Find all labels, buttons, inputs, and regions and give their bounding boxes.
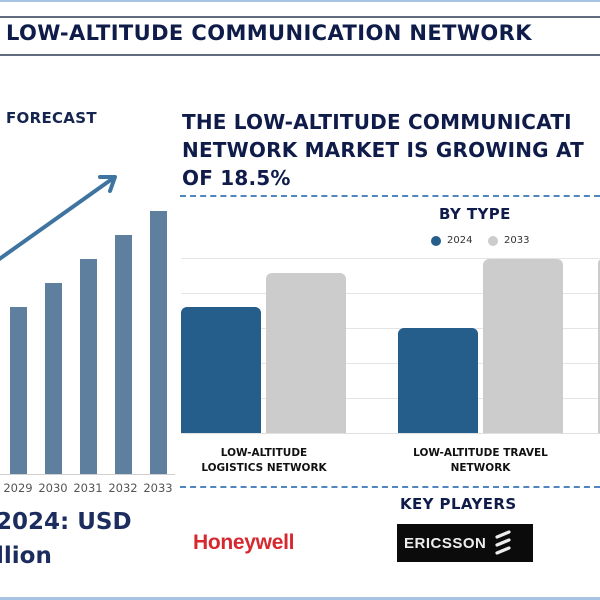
ericsson-logo: ERICSSON: [397, 524, 533, 562]
growth-arrow-icon: [0, 175, 117, 262]
title-band: [0, 16, 600, 56]
category-label-line: LOW-ALTITUDE: [220, 447, 308, 459]
ericsson-mark-icon: [495, 530, 511, 555]
gridline: [181, 398, 600, 399]
legend-label: 2033: [504, 235, 530, 246]
headline-line-1: THE LOW-ALTITUDE COMMUNICATI: [182, 110, 572, 134]
forecast-bar-2031: [80, 259, 97, 474]
section-divider: [180, 486, 600, 488]
headline-line-2: NETWORK MARKET IS GROWING AT: [182, 138, 584, 162]
bar-logistics-2024: [181, 307, 261, 433]
legend-item-2033: 2033: [488, 235, 529, 246]
gridline: [181, 363, 600, 364]
gridline: [181, 258, 600, 259]
by-type-title: BY TYPE: [439, 205, 511, 223]
forecast-year-label: 2031: [73, 481, 103, 495]
legend-item-2024: 2024: [431, 235, 472, 246]
forecast-label: FORECAST: [6, 109, 97, 127]
forecast-year-label: 2029: [3, 481, 33, 495]
category-label-line: NETWORK: [450, 462, 511, 474]
bar-logistics-2033: [266, 273, 346, 433]
category-label-travel: LOW-ALTITUDE TRAVEL NETWORK: [398, 446, 563, 476]
forecast-bar-2033: [150, 211, 167, 474]
category-label-logistics: LOW-ALTITUDE LOGISTICS NETWORK: [194, 446, 334, 476]
forecast-bar-2029: [10, 307, 27, 474]
gridline: [181, 293, 600, 294]
bar-travel-2033: [483, 259, 563, 433]
gridline: [181, 328, 600, 329]
honeywell-logo: Honeywell: [193, 531, 295, 554]
top-border: [0, 0, 600, 2]
market-size-line-1: 2024: USD: [0, 509, 132, 535]
bar-partial-offscreen: [598, 259, 600, 433]
category-label-line: LOGISTICS NETWORK: [201, 462, 327, 474]
forecast-bar-2032: [115, 235, 132, 474]
headline-line-3: OF 18.5%: [182, 166, 291, 190]
legend-dot-icon: [488, 235, 498, 246]
ericsson-wordmark: ERICSSON: [404, 534, 487, 552]
baseline: [181, 433, 600, 434]
key-players-title: KEY PLAYERS: [400, 495, 517, 513]
forecast-x-axis: [0, 474, 175, 475]
market-size-text: 2024: USD llion: [0, 505, 132, 573]
growth-headline: THE LOW-ALTITUDE COMMUNICATI NETWORK MAR…: [182, 108, 584, 192]
forecast-year-label: 2032: [108, 481, 138, 495]
bar-travel-2024: [398, 328, 478, 433]
forecast-year-label: 2030: [38, 481, 68, 495]
legend-dot-icon: [431, 235, 441, 246]
market-size-line-2: llion: [0, 543, 52, 569]
bottom-border: [0, 597, 600, 600]
forecast-bar-2030: [45, 283, 62, 474]
page-title: LOW-ALTITUDE COMMUNICATION NETWORK: [6, 21, 532, 45]
legend-label: 2024: [447, 235, 473, 246]
forecast-year-label: 2033: [143, 481, 173, 495]
category-label-line: LOW-ALTITUDE TRAVEL: [413, 447, 548, 459]
section-divider: [180, 195, 600, 197]
